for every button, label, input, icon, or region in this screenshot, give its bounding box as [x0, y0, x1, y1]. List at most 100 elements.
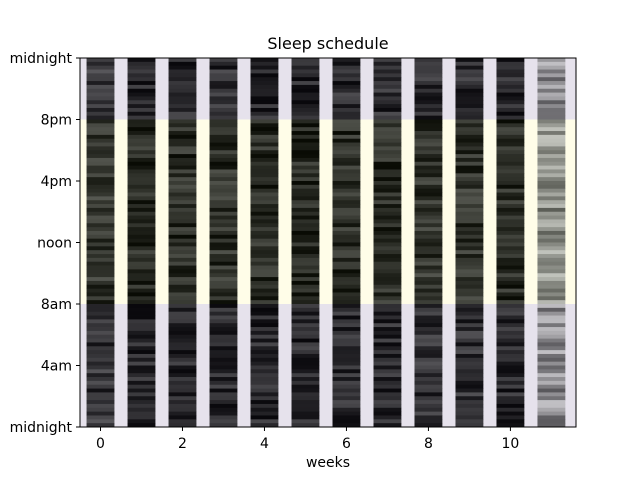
- cell: [86, 323, 115, 328]
- cell: [291, 353, 320, 359]
- cell: [291, 81, 320, 86]
- cell: [209, 392, 238, 397]
- cell: [537, 96, 566, 101]
- cell: [168, 115, 197, 120]
- cell: [250, 284, 279, 290]
- cell: [291, 115, 320, 120]
- cell: [455, 377, 484, 382]
- cell: [291, 334, 320, 339]
- cell: [127, 188, 156, 193]
- cell: [86, 419, 115, 424]
- cell: [496, 115, 525, 120]
- cell: [455, 246, 484, 251]
- cell: [332, 119, 361, 124]
- cell: [127, 138, 156, 143]
- cell: [496, 123, 525, 128]
- cell: [414, 219, 443, 224]
- cell: [250, 223, 279, 228]
- cell: [537, 288, 566, 293]
- cell: [209, 334, 238, 339]
- week-column-6: [332, 58, 361, 428]
- cell: [537, 403, 566, 409]
- cell: [127, 165, 156, 170]
- cell: [373, 134, 402, 140]
- cell: [127, 219, 156, 224]
- cell: [209, 361, 238, 366]
- cell: [373, 81, 402, 86]
- cell: [250, 204, 279, 209]
- cell: [209, 58, 238, 63]
- cell: [127, 261, 156, 266]
- cell: [414, 292, 443, 297]
- cell: [537, 392, 566, 397]
- cell: [291, 304, 320, 309]
- cell: [414, 384, 443, 389]
- cell: [537, 304, 566, 309]
- cell: [373, 304, 402, 309]
- cell: [86, 207, 115, 213]
- cell: [414, 84, 443, 90]
- cell: [127, 342, 156, 347]
- cell: [86, 396, 115, 401]
- cell: [291, 69, 320, 74]
- cell: [332, 257, 361, 263]
- cell: [86, 134, 115, 140]
- cell: [332, 304, 361, 309]
- cell: [291, 77, 320, 82]
- cell: [86, 369, 115, 374]
- cell: [250, 346, 279, 351]
- cell: [373, 388, 402, 393]
- x-axis-label: weeks: [306, 455, 350, 471]
- cell: [168, 238, 197, 243]
- cell: [209, 377, 238, 382]
- cell: [455, 338, 484, 343]
- cell: [373, 234, 402, 240]
- cell: [209, 77, 238, 82]
- cell: [291, 292, 320, 297]
- cell: [373, 238, 402, 243]
- cell: [455, 73, 484, 78]
- cell: [496, 58, 525, 63]
- cell: [496, 200, 525, 205]
- cell: [291, 284, 320, 290]
- cell: [168, 250, 197, 255]
- cell: [373, 288, 402, 293]
- week-column-11: [537, 58, 566, 428]
- cell: [332, 150, 361, 155]
- cell: [373, 284, 402, 290]
- cell: [127, 204, 156, 209]
- cell: [209, 150, 238, 155]
- cell: [250, 81, 279, 86]
- cell: [332, 338, 361, 343]
- cell: [250, 88, 279, 93]
- cell: [168, 419, 197, 424]
- cell: [414, 223, 443, 228]
- cell: [127, 296, 156, 301]
- cell: [250, 142, 279, 147]
- cell: [86, 173, 115, 178]
- cell: [127, 415, 156, 420]
- cell: [537, 261, 566, 266]
- cell: [332, 219, 361, 224]
- cell: [209, 419, 238, 424]
- cell: [332, 146, 361, 151]
- cell: [86, 169, 115, 174]
- cell: [168, 169, 197, 174]
- cell: [537, 142, 566, 147]
- cell: [209, 284, 238, 290]
- cell: [127, 338, 156, 343]
- cell: [373, 230, 402, 236]
- cell: [496, 150, 525, 155]
- cell: [168, 304, 197, 309]
- cell: [127, 223, 156, 228]
- cell: [127, 61, 156, 67]
- cell: [291, 280, 320, 286]
- cell: [332, 419, 361, 424]
- cell: [332, 127, 361, 132]
- cell: [373, 123, 402, 128]
- cell: [496, 315, 525, 320]
- cell: [86, 292, 115, 297]
- cell: [455, 304, 484, 309]
- cell: [168, 311, 197, 316]
- cell: [168, 157, 197, 163]
